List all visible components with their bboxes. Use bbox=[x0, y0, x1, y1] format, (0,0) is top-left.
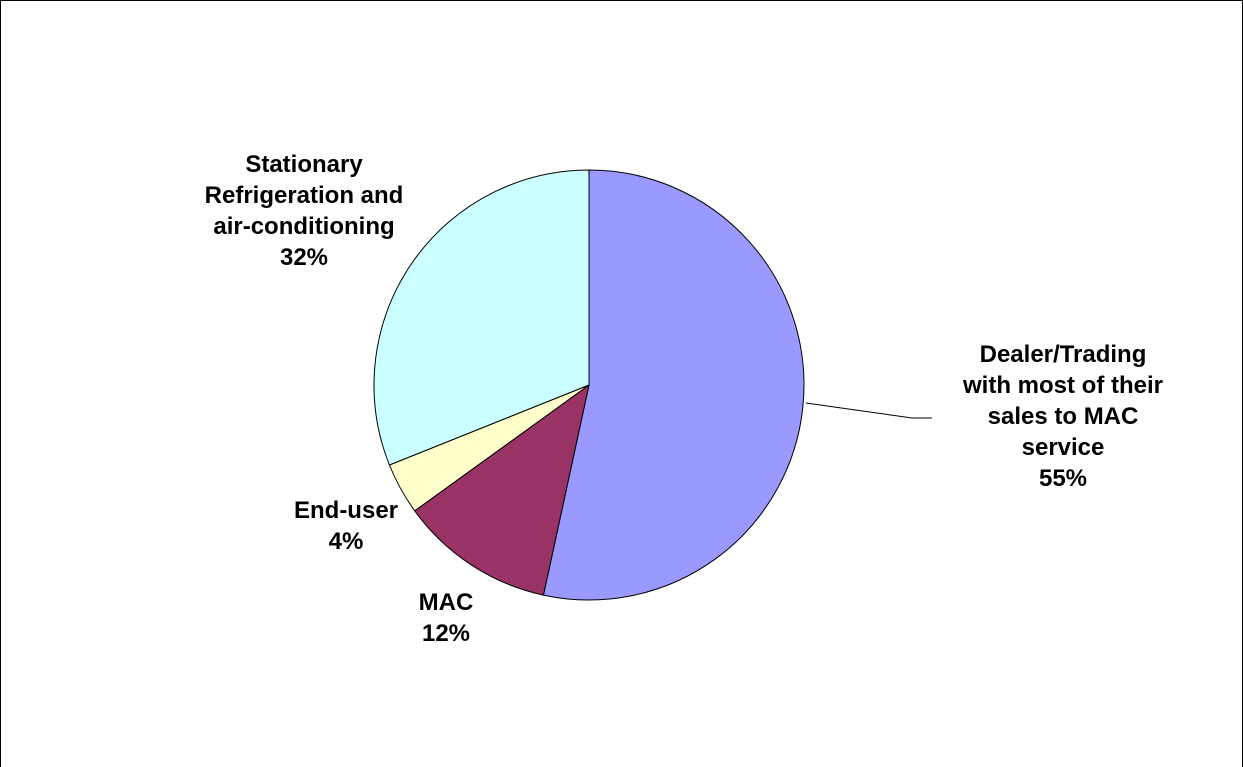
data-label-mac: MAC 12% bbox=[419, 589, 474, 647]
data-label-percent: 55% bbox=[1039, 465, 1087, 492]
data-label-line: Stationary bbox=[245, 151, 363, 178]
data-label-line: with most of their bbox=[962, 372, 1163, 399]
data-label-end-user: End-user 4% bbox=[294, 497, 398, 555]
leader-lines bbox=[805, 402, 932, 419]
data-label-line: Dealer/Trading bbox=[980, 341, 1147, 368]
data-label-line: MAC bbox=[419, 589, 474, 616]
data-label-dealer-trading: Dealer/Trading with most of their sales to… bbox=[962, 341, 1163, 492]
data-label-line: Refrigeration and bbox=[205, 182, 404, 209]
slice-labels: Dealer/Trading with most of their sales to… bbox=[205, 151, 1163, 647]
data-label-percent: 12% bbox=[422, 620, 470, 647]
data-label-percent: 4% bbox=[329, 528, 364, 555]
pie-slice-stationary bbox=[373, 169, 590, 466]
pie-slice-dealer-trading bbox=[542, 169, 805, 601]
data-label-line: air-conditioning bbox=[213, 213, 394, 240]
pie-slices bbox=[373, 169, 805, 601]
data-label-line: service bbox=[1022, 434, 1105, 461]
data-label-percent: 32% bbox=[280, 244, 328, 271]
pie-slice-mac bbox=[413, 383, 590, 596]
data-label-stationary: Stationary Refrigeration and air-condition… bbox=[205, 151, 404, 271]
data-label-line: End-user bbox=[294, 497, 398, 524]
data-label-line: sales to MAC bbox=[988, 403, 1139, 430]
leader-line-dealer-trading bbox=[805, 402, 932, 419]
